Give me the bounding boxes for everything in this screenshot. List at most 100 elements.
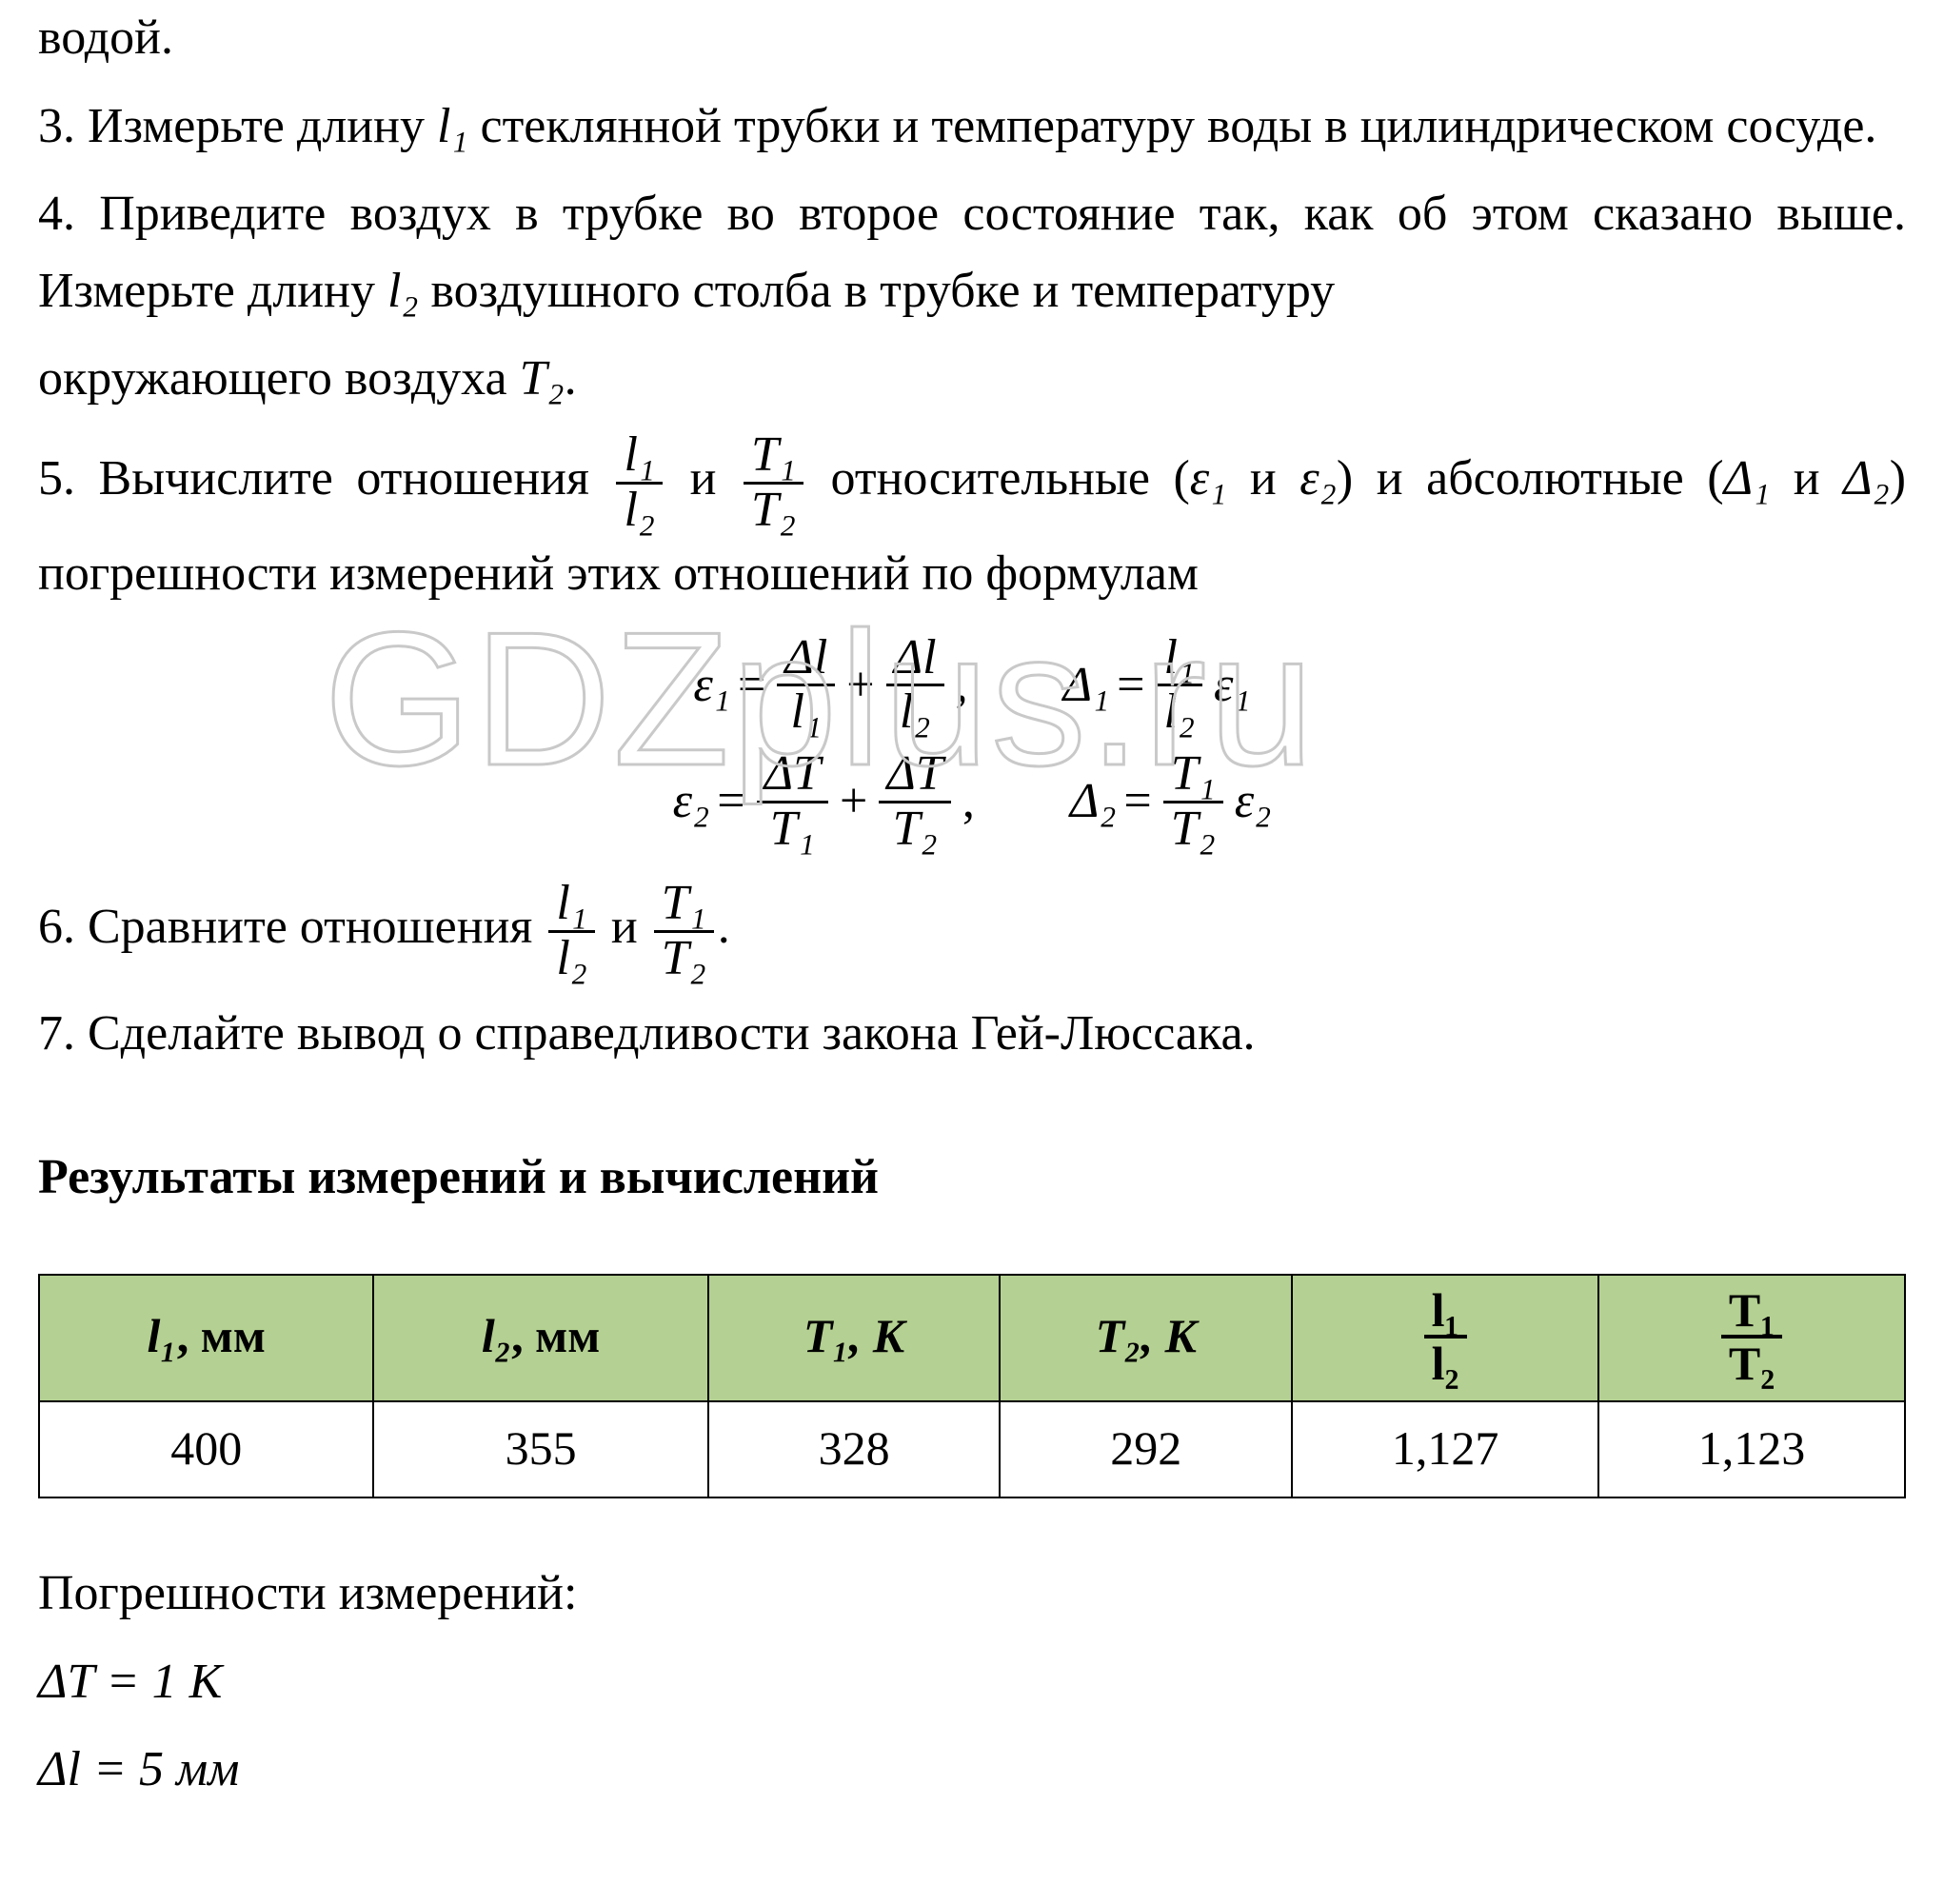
th-l1l2: l₁ l₂	[1292, 1275, 1598, 1401]
th-T1-unit: , K	[849, 1309, 904, 1362]
th-T1-var: T₁	[803, 1309, 849, 1362]
cell-l1l2: 1,127	[1292, 1401, 1598, 1498]
th-l1: l₁, мм	[39, 1275, 373, 1401]
step-6-post: .	[718, 900, 730, 954]
step-4-post1: воздушного столба в трубке и температуру	[418, 264, 1335, 318]
eq-plus: +	[846, 647, 874, 724]
frac-top: l₁	[1424, 1285, 1467, 1339]
th-l1-var: l₁	[147, 1309, 176, 1362]
th-l2-unit: , мм	[511, 1309, 600, 1362]
frac-bot: T₁	[757, 803, 828, 856]
equation-line-1: ε₁ = Δl l₁ + Δl l₂ , Δ₁ = l₁ l₂	[38, 632, 1906, 739]
th-frac-l1l2: l₁ l₂	[1424, 1285, 1467, 1389]
step-4-l2: l₂	[387, 264, 419, 318]
eq-D1: Δ₁ = l₁ l₂ ε₁	[1063, 632, 1251, 739]
line-top: водой.	[38, 0, 1906, 77]
step-3-var: l₁	[437, 99, 468, 153]
step-5-mid2: ) и абсолютные (	[1337, 451, 1724, 506]
step-4b-pre: окружающего воздуха	[38, 351, 520, 406]
cell-T1T2: 1,123	[1598, 1401, 1905, 1498]
frac-l1-l2-c: l₁ l₂	[548, 878, 595, 984]
eps1: ε₁	[1190, 451, 1227, 506]
frac-bot: T₂	[879, 803, 950, 856]
frac-l1-l2-a: l₁ l₂	[616, 429, 663, 536]
D2: Δ₂	[1843, 451, 1890, 506]
frac-T1-T2-c: T₁ T₂	[654, 878, 714, 984]
frac-bot: T₂	[744, 485, 803, 537]
frac-bot: l₁	[777, 686, 835, 739]
frac-l1-l2-b: l₁ l₂	[1157, 632, 1203, 739]
th-T1: T₁, K	[708, 1275, 1001, 1401]
th-l1-unit: , мм	[177, 1309, 266, 1362]
cell-T2: 292	[1000, 1401, 1292, 1498]
eq-comma: ,	[962, 764, 975, 841]
results-title: Результаты измерений и вычислений	[38, 1140, 1906, 1217]
frac-bot: T₂	[654, 933, 714, 985]
errors-title: Погрешности измерений:	[38, 1556, 1906, 1633]
eq-eq: =	[717, 764, 744, 841]
step-3-post: стеклянной трубки и температуру воды в ц…	[467, 99, 1876, 153]
errors-dT: ΔT = 1 K	[38, 1644, 1906, 1721]
step-5-pre: 5. Вычислите отношения	[38, 451, 612, 506]
frac-dl-l2: Δl l₂	[886, 632, 944, 739]
frac-bot: T₂	[1721, 1339, 1782, 1389]
frac-top: Δl	[777, 632, 835, 687]
step-6-and: и	[611, 900, 650, 954]
frac-top: T₁	[1163, 748, 1223, 803]
step-3: 3. Измерьте длину l₁ стеклянной трубки и…	[38, 89, 1906, 166]
frac-top: ΔT	[757, 748, 828, 803]
frac-bot: l₂	[886, 686, 944, 739]
eq-eps1: ε₁ = Δl l₁ + Δl l₂ ,	[693, 632, 967, 739]
eq-D2-sym: Δ₂	[1070, 764, 1117, 841]
frac-bot: T₂	[1163, 803, 1223, 856]
cell-l2: 355	[373, 1401, 707, 1498]
th-frac-T1T2: T₁ T₂	[1721, 1285, 1782, 1389]
eq-eps2-sym: ε₂	[673, 764, 710, 841]
step-4b-post: .	[565, 351, 577, 406]
frac-T1-T2-a: T₁ T₂	[744, 429, 803, 536]
step-5-mid: относительные (	[831, 451, 1190, 506]
step-7: 7. Сделайте вывод о справедливости закон…	[38, 996, 1906, 1073]
results-table: l₁, мм l₂, мм T₁, K T₂, K l₁ l₂	[38, 1274, 1906, 1499]
frac-bot: l₂	[548, 933, 595, 985]
frac-top: T₁	[654, 878, 714, 933]
th-l2: l₂, мм	[373, 1275, 707, 1401]
table-header-row: l₁, мм l₂, мм T₁, K T₂, K l₁ l₂	[39, 1275, 1905, 1401]
eq-eq: =	[1117, 647, 1144, 724]
frac-top: l₁	[548, 878, 595, 933]
step-6-pre: 6. Сравните отношения	[38, 900, 545, 954]
D1: Δ₁	[1724, 451, 1771, 506]
frac-top: T₁	[744, 429, 803, 485]
frac-dT-T1: ΔT T₁	[757, 748, 828, 855]
eq-eps2: ε₂ = ΔT T₁ + ΔT T₂ ,	[673, 748, 975, 855]
page: GDZplus.ru водой. 3. Измерьте длину l₁ с…	[0, 0, 1944, 1904]
eq-D2: Δ₂ = T₁ T₂ ε₂	[1070, 748, 1272, 855]
th-T2: T₂, K	[1000, 1275, 1292, 1401]
frac-dT-T2: ΔT T₂	[879, 748, 950, 855]
step-4b: окружающего воздуха T₂.	[38, 341, 1906, 418]
step-3-pre: 3. Измерьте длину	[38, 99, 437, 153]
eq-eps1-sym: ε₁	[693, 647, 730, 724]
eps2: ε₂	[1299, 451, 1337, 506]
frac-T1-T2-b: T₁ T₂	[1163, 748, 1223, 855]
frac-dl-l1: Δl l₁	[777, 632, 835, 739]
step-5-and2: и	[1226, 451, 1299, 506]
cell-l1: 400	[39, 1401, 373, 1498]
step-4: 4. Приведите воздух в трубке во второе с…	[38, 176, 1906, 329]
eq-eq: =	[738, 647, 765, 724]
frac-top: T₁	[1721, 1285, 1782, 1339]
frac-top: Δl	[886, 632, 944, 687]
equation-block: ε₁ = Δl l₁ + Δl l₂ , Δ₁ = l₁ l₂	[38, 632, 1906, 855]
eq-plus: +	[840, 764, 867, 841]
table-row: 400 355 328 292 1,127 1,123	[39, 1401, 1905, 1498]
cell-T1: 328	[708, 1401, 1001, 1498]
step-6: 6. Сравните отношения l₁ l₂ и T₁ T₂ .	[38, 878, 1906, 984]
eq-eps1-tail: ε₁	[1214, 647, 1251, 724]
frac-bot: l₂	[1157, 686, 1203, 739]
eq-comma: ,	[956, 647, 968, 724]
errors-dl: Δl = 5 мм	[38, 1732, 1906, 1809]
eq-eq: =	[1123, 764, 1151, 841]
eq-D1-sym: Δ₁	[1063, 647, 1110, 724]
frac-top: ΔT	[879, 748, 950, 803]
step-5: 5. Вычислите отношения l₁ l₂ и T₁ T₂ отн…	[38, 429, 1906, 613]
